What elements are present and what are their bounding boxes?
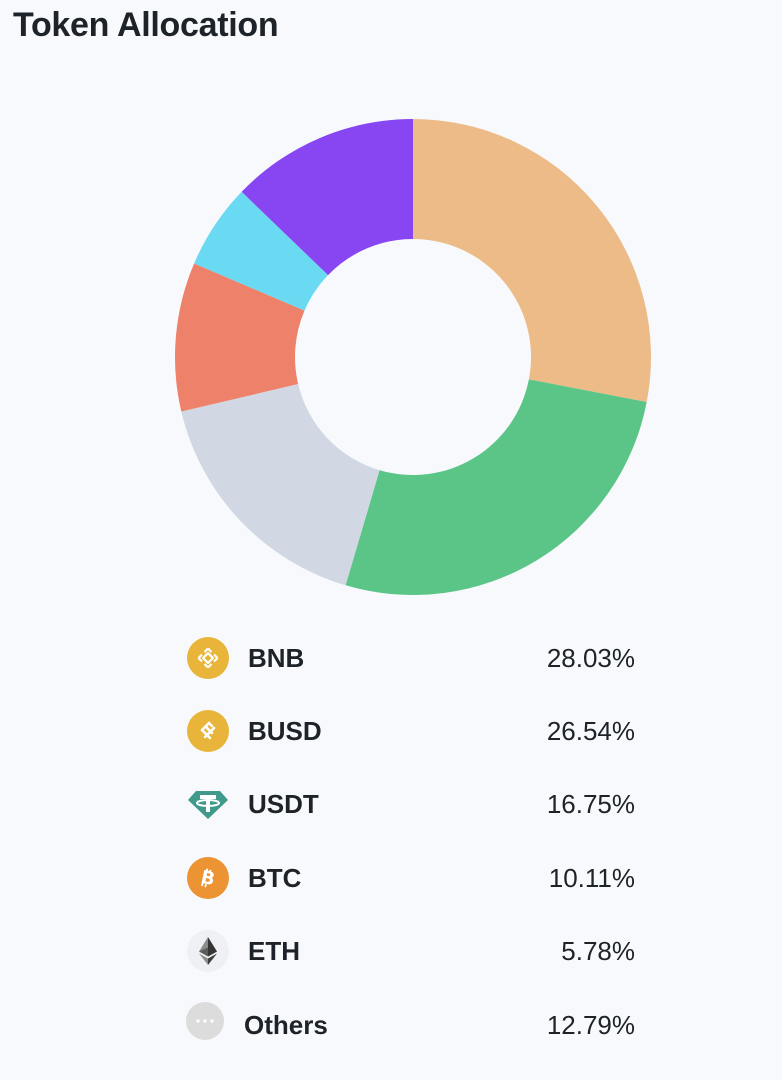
legend-label: USDT — [248, 789, 319, 819]
eth-icon — [187, 930, 229, 972]
bnb-icon — [187, 637, 229, 679]
legend-row-usdt[interactable]: USDT 16.75% — [0, 779, 782, 829]
legend-value: 26.54% — [546, 716, 635, 746]
legend-row-eth[interactable]: ETH 5.78% — [0, 926, 782, 976]
donut-chart — [174, 119, 651, 595]
legend-row-others[interactable]: Others 12.79% — [0, 1000, 782, 1050]
busd-icon — [187, 710, 229, 752]
usdt-icon — [187, 783, 229, 825]
svg-text:B: B — [199, 867, 217, 890]
legend-row-busd[interactable]: BUSD 26.54% — [0, 706, 782, 756]
legend-row-bnb[interactable]: BNB 28.03% — [0, 633, 782, 683]
legend-label: BUSD — [248, 716, 322, 746]
donut-slice-others[interactable] — [241, 119, 413, 276]
legend-value: 16.75% — [546, 789, 635, 819]
legend-label: BNB — [248, 643, 305, 673]
page-title: Token Allocation — [13, 6, 279, 44]
more-icon — [186, 1002, 224, 1040]
legend-label: BTC — [248, 863, 302, 893]
legend-row-btc[interactable]: B BTC 10.11% — [0, 853, 782, 903]
legend-value: 12.79% — [546, 1010, 635, 1040]
donut-chart-svg — [174, 119, 651, 595]
donut-slice-busd[interactable] — [345, 379, 647, 595]
legend-label: Others — [244, 1010, 328, 1040]
donut-slice-btc[interactable] — [174, 263, 305, 412]
donut-slice-usdt[interactable] — [181, 384, 380, 586]
legend-label: ETH — [248, 936, 300, 966]
legend-value: 28.03% — [546, 643, 635, 673]
legend-value: 5.78% — [561, 936, 635, 966]
btc-icon: B — [187, 857, 229, 899]
donut-slice-bnb[interactable] — [413, 119, 651, 403]
donut-slice-eth[interactable] — [194, 191, 329, 311]
legend-value: 10.11% — [548, 863, 635, 893]
